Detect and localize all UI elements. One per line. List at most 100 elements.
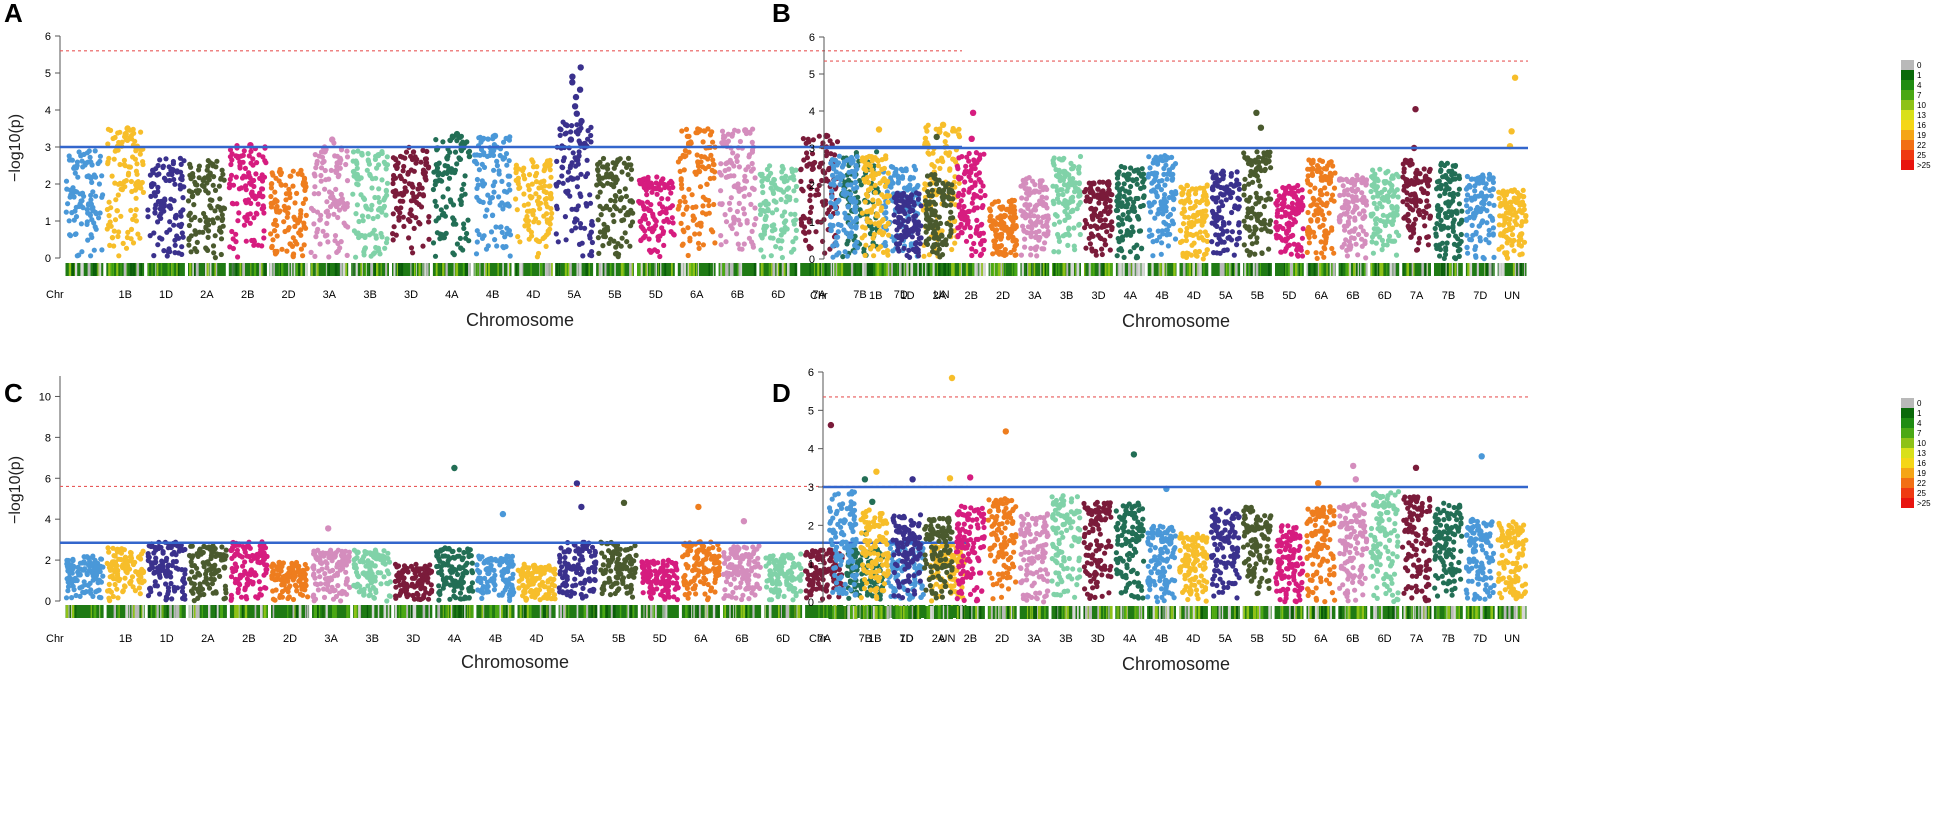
snp-point-3a <box>344 148 350 154</box>
snp-point-2a <box>218 176 224 182</box>
snp-point-6d <box>758 207 764 213</box>
snp-point-4a <box>438 207 444 213</box>
snp-point-2a <box>948 227 954 233</box>
significant-snp-4a <box>453 130 461 138</box>
snp-point-7a <box>804 155 811 161</box>
snp-point-5b <box>614 177 620 183</box>
snp-point-2a <box>186 242 192 248</box>
snp-point-3b <box>383 166 389 172</box>
snp-point-3d <box>1087 241 1093 247</box>
snp-point-5b <box>1265 190 1271 196</box>
snp-point-6d <box>778 196 784 203</box>
snp-point-5b <box>1259 250 1265 256</box>
snp-point-1d <box>907 254 913 260</box>
snp-point-6a <box>1317 224 1323 230</box>
snp-point-4a <box>1114 253 1120 259</box>
snp-point-6a <box>1305 166 1311 172</box>
snp-point-5d <box>1274 227 1280 233</box>
snp-point-4d <box>549 210 555 216</box>
snp-point-3b <box>371 227 377 233</box>
snp-point-1b <box>885 170 891 176</box>
snp-point-5d <box>1298 199 1304 205</box>
snp-point-2d <box>281 219 287 225</box>
snp-point-5a <box>1228 237 1235 243</box>
snp-point-4a <box>458 199 464 205</box>
snp-point-7d <box>903 167 909 174</box>
snp-point-4b <box>1153 189 1159 195</box>
snp-point-1a <box>75 174 81 180</box>
snp-point-2b <box>980 203 986 209</box>
density-stripe <box>479 263 481 276</box>
density-stripe <box>120 263 122 276</box>
snp-point-7a <box>810 137 817 143</box>
snp-point-6d <box>785 185 792 191</box>
snp-point-3d <box>1091 181 1097 187</box>
snp-point-2a <box>217 196 223 202</box>
snp-point-7b <box>846 177 852 183</box>
snp-point-4b <box>505 201 511 207</box>
snp-point-2b <box>236 210 242 216</box>
density-stripe <box>290 263 293 276</box>
snp-point-3a <box>338 239 344 245</box>
density-stripe <box>787 263 790 276</box>
snp-point-2b <box>252 196 258 202</box>
snp-point-1d <box>169 172 175 178</box>
snp-point-4d <box>541 178 547 184</box>
snp-point-1a <box>72 170 78 176</box>
snp-point-5b <box>628 162 634 168</box>
snp-point-6b <box>1347 229 1353 235</box>
snp-point-6a <box>694 152 700 158</box>
significant-snp-6b <box>742 127 749 134</box>
snp-point-6d <box>782 209 788 215</box>
snp-point-5d <box>1299 235 1305 241</box>
snp-point-1a <box>841 187 847 193</box>
snp-point-1b <box>107 219 113 225</box>
snp-point-4d <box>1203 194 1209 200</box>
snp-point-1a <box>830 222 836 229</box>
snp-point-3d <box>414 200 420 206</box>
snp-point-3a <box>1027 218 1034 225</box>
snp-point-5b <box>1268 229 1274 235</box>
snp-point-2b <box>959 230 965 236</box>
snp-point-3a <box>1022 236 1028 242</box>
density-stripe <box>646 263 648 276</box>
snp-point-5a <box>587 200 594 206</box>
density-stripe <box>116 263 119 276</box>
snp-point-4a <box>1121 193 1127 199</box>
snp-point-2d <box>1001 212 1008 218</box>
snp-point-2b <box>253 171 259 177</box>
snp-point-4a <box>1121 181 1127 187</box>
snp-point-3a <box>312 184 318 190</box>
snp-point-3a <box>1039 194 1045 200</box>
density-stripe <box>539 263 543 276</box>
snp-point-4d <box>544 232 550 238</box>
snp-point-4a <box>1138 203 1144 210</box>
snp-point-4a <box>464 139 470 145</box>
snp-point-3d <box>426 236 432 242</box>
snp-point-1a <box>846 234 853 240</box>
snp-point-3d <box>1088 231 1094 237</box>
snp-point-5a <box>576 149 582 155</box>
snp-point-6b <box>1353 177 1359 183</box>
snp-point-5d <box>1281 199 1287 205</box>
density-stripe <box>453 263 456 276</box>
snp-point-5b <box>600 243 606 249</box>
density-stripe <box>147 263 149 276</box>
snp-point-6b <box>1352 215 1358 221</box>
snp-point-1b <box>868 185 874 191</box>
snp-point-6d <box>790 173 796 179</box>
snp-point-3b <box>1056 238 1062 244</box>
snp-point-2b <box>248 148 254 154</box>
snp-point-5d <box>656 186 663 192</box>
snp-point-4a <box>1128 183 1134 190</box>
snp-point-7b <box>1443 181 1449 187</box>
snp-point-5a <box>1234 242 1240 248</box>
snp-point-6a <box>676 203 682 209</box>
snp-point-5d <box>668 178 674 184</box>
snp-point-7a <box>1403 179 1410 185</box>
snp-point-3a <box>312 152 318 158</box>
snp-point-6b <box>750 242 756 248</box>
snp-point-3a <box>1044 224 1050 230</box>
snp-point-2a <box>203 245 209 251</box>
snp-point-2b <box>978 251 985 257</box>
